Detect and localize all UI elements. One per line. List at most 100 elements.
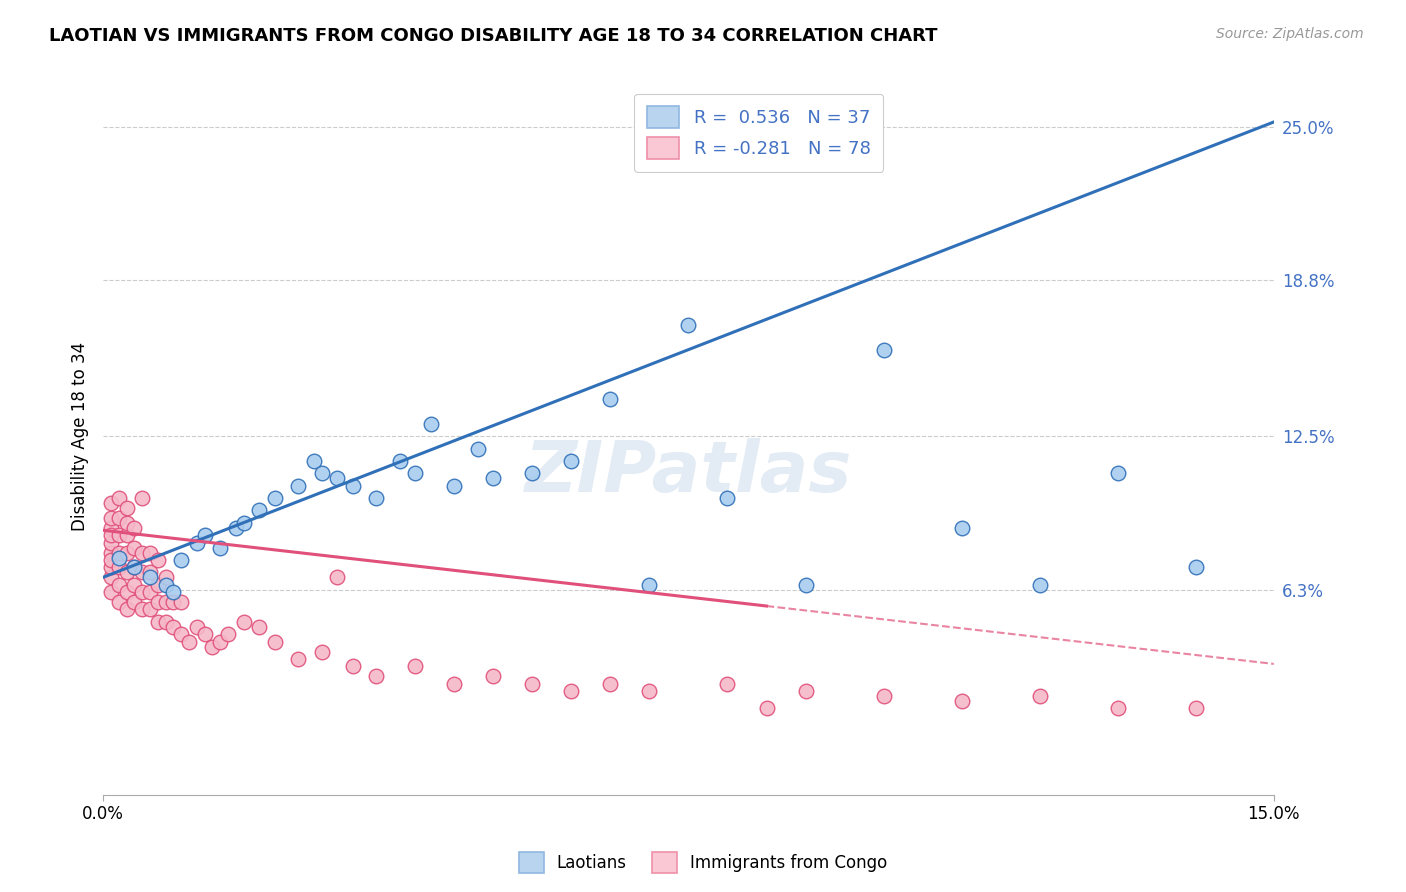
Point: [217, 627, 239, 641]
Point: [482, 669, 505, 683]
Text: ZIPatlas: ZIPatlas: [524, 438, 852, 507]
Point: [100, 521, 122, 535]
Point: [1184, 560, 1206, 574]
Point: [232, 516, 254, 530]
Point: [177, 634, 200, 648]
Point: [124, 560, 146, 574]
Text: Source: ZipAtlas.com: Source: ZipAtlas.com: [1216, 27, 1364, 41]
Point: [1184, 701, 1206, 715]
Point: [155, 570, 177, 584]
Point: [155, 595, 177, 609]
Point: [1028, 578, 1050, 592]
Point: [311, 644, 333, 658]
Point: [115, 516, 138, 530]
Point: [155, 615, 177, 629]
Point: [107, 491, 129, 505]
Point: [443, 676, 465, 690]
Point: [107, 578, 129, 592]
Point: [950, 694, 973, 708]
Point: [419, 417, 441, 431]
Point: [124, 560, 146, 574]
Point: [155, 578, 177, 592]
Point: [366, 669, 388, 683]
Point: [950, 521, 973, 535]
Point: [100, 545, 122, 559]
Point: [247, 620, 270, 634]
Point: [100, 553, 122, 567]
Point: [100, 528, 122, 542]
Point: [146, 553, 169, 567]
Point: [115, 501, 138, 516]
Point: [404, 659, 426, 673]
Point: [186, 535, 208, 549]
Point: [186, 620, 208, 634]
Point: [124, 521, 146, 535]
Point: [560, 684, 582, 698]
Point: [146, 615, 169, 629]
Point: [170, 595, 193, 609]
Point: [162, 595, 184, 609]
Point: [139, 602, 162, 616]
Point: [131, 585, 153, 599]
Point: [194, 528, 217, 542]
Point: [115, 528, 138, 542]
Point: [139, 585, 162, 599]
Point: [366, 491, 388, 505]
Point: [194, 627, 217, 641]
Point: [107, 550, 129, 565]
Point: [311, 467, 333, 481]
Point: [443, 479, 465, 493]
Point: [170, 553, 193, 567]
Point: [287, 479, 309, 493]
Point: [1028, 689, 1050, 703]
Point: [139, 545, 162, 559]
Point: [131, 545, 153, 559]
Point: [225, 521, 247, 535]
Point: [100, 535, 122, 549]
Legend: R =  0.536   N = 37, R = -0.281   N = 78: R = 0.536 N = 37, R = -0.281 N = 78: [634, 94, 883, 172]
Point: [107, 528, 129, 542]
Point: [209, 634, 232, 648]
Point: [342, 479, 364, 493]
Point: [124, 541, 146, 555]
Point: [232, 615, 254, 629]
Point: [100, 585, 122, 599]
Point: [131, 491, 153, 505]
Point: [162, 585, 184, 599]
Point: [209, 541, 232, 555]
Point: [599, 392, 621, 406]
Point: [388, 454, 411, 468]
Point: [638, 684, 661, 698]
Point: [467, 442, 489, 456]
Point: [131, 602, 153, 616]
Point: [794, 684, 817, 698]
Point: [522, 467, 544, 481]
Point: [124, 595, 146, 609]
Point: [263, 491, 285, 505]
Y-axis label: Disability Age 18 to 34: Disability Age 18 to 34: [72, 342, 89, 531]
Point: [201, 640, 224, 654]
Point: [560, 454, 582, 468]
Point: [326, 570, 349, 584]
Point: [139, 570, 162, 584]
Point: [100, 560, 122, 574]
Point: [287, 652, 309, 666]
Point: [755, 701, 778, 715]
Point: [115, 545, 138, 559]
Point: [170, 627, 193, 641]
Point: [872, 343, 894, 357]
Point: [1107, 701, 1129, 715]
Point: [107, 595, 129, 609]
Point: [716, 676, 738, 690]
Point: [115, 602, 138, 616]
Point: [872, 689, 894, 703]
Point: [247, 503, 270, 517]
Legend: Laotians, Immigrants from Congo: Laotians, Immigrants from Congo: [512, 846, 894, 880]
Point: [1107, 467, 1129, 481]
Point: [482, 471, 505, 485]
Point: [107, 560, 129, 574]
Point: [326, 471, 349, 485]
Point: [522, 676, 544, 690]
Point: [115, 566, 138, 580]
Point: [115, 585, 138, 599]
